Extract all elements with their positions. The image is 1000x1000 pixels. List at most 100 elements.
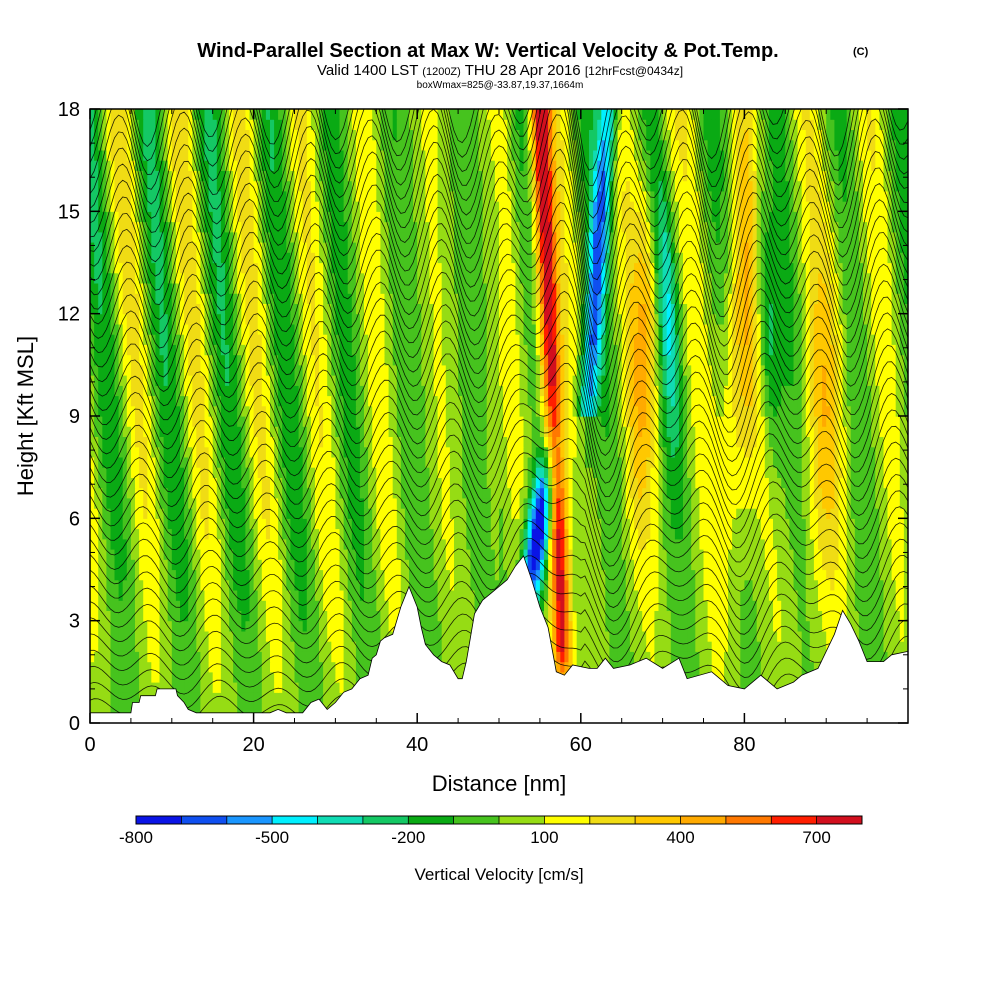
field-cell [576,630,582,642]
field-cell [208,590,214,601]
field-cell [773,590,778,601]
field-cell [695,518,700,530]
field-cell [159,528,165,540]
field-cell [711,620,717,632]
field-cell [515,467,521,478]
field-cell [605,518,610,530]
field-cell [777,671,782,683]
field-cell [225,651,230,663]
field-cell [355,538,361,550]
field-cell [192,569,197,581]
field-cell [556,538,561,550]
field-cell [658,579,664,591]
field-cell [290,590,296,601]
field-cell [621,630,627,642]
field-cell [315,692,320,704]
field-cell [135,579,140,591]
field-cell [597,651,602,663]
field-cell [654,549,660,560]
field-cell [715,569,721,581]
field-cell [102,487,107,499]
field-cell [683,610,688,622]
field-cell [278,630,283,642]
field-cell [695,630,700,642]
field-cell [400,477,406,489]
field-cell [310,661,316,673]
field-cell [306,590,312,601]
field-cell [351,538,357,550]
field-cell [638,549,643,560]
field-cell [609,610,615,622]
field-cell [114,641,120,652]
field-cell [519,487,525,499]
field-cell [298,600,304,611]
field-cell [114,630,120,642]
field-cell [863,600,868,611]
field-cell [270,508,275,519]
field-cell [887,487,893,499]
field-cell [306,641,312,652]
field-cell [724,497,729,509]
field-cell [278,661,283,673]
field-cell [302,702,308,714]
field-cell [458,600,463,611]
field-cell [118,600,124,611]
field-cell [474,559,480,571]
field-cell [670,467,676,478]
field-cell [679,579,684,591]
field-cell [155,559,161,571]
field-cell [736,477,741,489]
field-cell [364,518,369,530]
field-cell [662,641,668,652]
field-cell [135,682,140,693]
field-cell [110,487,116,499]
field-cell [576,508,582,519]
field-cell [801,641,807,652]
field-cell [454,630,459,642]
field-cell [122,590,128,601]
field-cell [265,549,271,560]
field-cell [805,661,811,673]
field-cell [732,651,737,663]
field-cell [539,497,545,509]
field-cell [315,610,320,622]
field-cell [278,569,283,581]
field-cell [225,508,230,519]
field-cell [470,549,476,560]
field-cell [282,651,287,663]
field-cell [548,600,553,611]
field-cell [237,702,242,714]
field-cell [245,702,251,714]
field-cell [683,651,688,663]
field-cell [126,702,132,714]
field-cell [274,477,279,489]
field-cell [589,661,594,673]
field-cell [261,477,267,489]
field-cell [736,661,741,673]
field-cell [143,641,148,652]
field-cell [265,528,271,540]
field-cell [249,487,255,499]
field-cell [560,518,565,530]
field-cell [683,590,688,601]
field-cell [122,477,128,489]
field-cell [523,528,529,540]
field-cell [560,620,565,632]
field-cell [494,538,500,550]
field-cell [143,538,148,550]
field-cell [601,610,606,622]
field-cell [613,620,619,632]
field-cell [192,671,197,683]
field-cell [752,487,758,499]
field-cell [683,528,688,540]
field-cell [719,487,725,499]
field-cell [613,549,619,560]
field-cell [572,559,578,571]
field-cell [294,497,300,509]
field-cell [891,590,897,601]
field-cell [863,549,868,560]
field-cell [703,641,709,652]
field-cell [838,508,844,519]
field-cell [858,569,864,581]
field-cell [323,538,328,550]
